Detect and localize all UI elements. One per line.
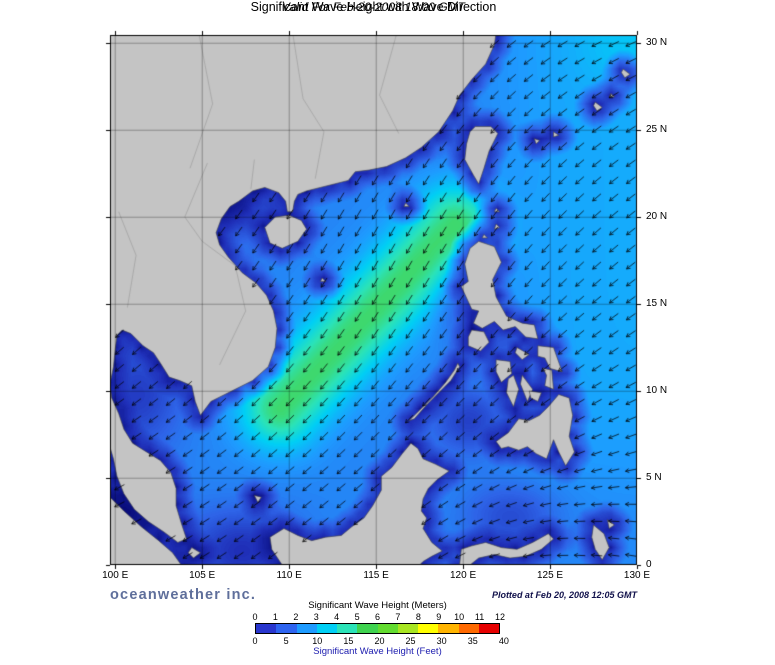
lon-tick-label: 105 E — [189, 570, 216, 581]
lat-tick-label: 20 N — [646, 211, 668, 222]
lat-tick-label: 0 — [646, 559, 652, 570]
colorbar-cell — [418, 624, 439, 633]
legend-feet-label: Significant Wave Height (Feet) — [313, 646, 442, 657]
colorbar-cell — [296, 624, 317, 633]
colorbar-cell — [377, 624, 398, 633]
lon-tick-label: 130 E — [623, 570, 651, 581]
colorbar — [255, 623, 500, 634]
colorbar-cell — [316, 624, 337, 633]
colorbar-cell — [438, 624, 459, 633]
colorbar-cell — [256, 624, 277, 633]
legend-meters-tick: 6 — [374, 612, 380, 622]
legend-feet-tick: 10 — [312, 636, 323, 646]
legend-feet-tick: 5 — [283, 636, 289, 646]
legend-meters-tick: 2 — [293, 612, 299, 622]
legend-meters-tick: 12 — [494, 612, 505, 622]
page-title: Significant Wave Height with Wave Direct… — [250, 0, 497, 14]
legend-feet-tick: 25 — [405, 636, 416, 646]
colorbar-cell — [458, 624, 479, 633]
legend-meters-label: Significant Wave Height (Meters) — [308, 600, 447, 611]
lat-tick-label: 10 N — [646, 385, 668, 396]
legend-meters-tick: 8 — [415, 612, 421, 622]
wave-map-canvas — [100, 25, 648, 573]
legend-meters-tick: 10 — [454, 612, 465, 622]
legend-feet-tick: 20 — [374, 636, 385, 646]
legend-meters-tick: 0 — [252, 612, 258, 622]
legend-feet-ticks: 0 5 10 15 20 25 30 35 40 — [252, 636, 508, 646]
plotted-timestamp: Plotted at Feb 20, 2008 12:05 GMT — [491, 590, 637, 600]
colorbar-cell — [397, 624, 418, 633]
legend-feet-tick: 40 — [498, 636, 509, 646]
lon-tick-label: 125 E — [536, 570, 564, 581]
legend-meters-tick: 11 — [474, 612, 485, 622]
colorbar-cell — [337, 624, 358, 633]
legend-meters-tick: 4 — [334, 612, 340, 622]
oceanweather-logo: oceanweather inc. — [110, 587, 257, 603]
legend-meters-tick: 5 — [354, 612, 360, 622]
legend-meters-tick: 1 — [272, 612, 278, 622]
lon-tick-label: 110 E — [276, 570, 302, 581]
lon-tick-label: 120 E — [449, 570, 477, 581]
legend-meters-tick: 7 — [395, 612, 401, 622]
lat-tick-label: 15 N — [646, 298, 668, 309]
colorbar-cell — [276, 624, 297, 633]
lon-tick-label: 115 E — [363, 570, 389, 581]
map-region — [100, 25, 648, 573]
colorbar-cell — [357, 624, 378, 633]
legend-meters-tick: 9 — [436, 612, 442, 622]
legend-feet-tick: 30 — [436, 636, 447, 646]
lat-tick-label: 25 N — [646, 124, 668, 135]
lat-tick-label: 5 N — [646, 472, 662, 483]
colorbar-cell — [478, 624, 499, 633]
lat-tick-label: 30 N — [646, 37, 668, 48]
legend-meters-ticks: 0 1 2 3 4 5 6 7 8 9 10 11 12 — [252, 612, 505, 622]
legend-feet-tick: 35 — [467, 636, 478, 646]
lon-tick-label: 100 E — [102, 570, 129, 581]
legend-meters-tick: 3 — [313, 612, 319, 622]
valid-time-subtitle: Valid For Feb-20-2008 18:00 GMT — [282, 0, 465, 14]
legend-feet-tick: 15 — [343, 636, 354, 646]
legend-feet-tick: 0 — [252, 636, 258, 646]
